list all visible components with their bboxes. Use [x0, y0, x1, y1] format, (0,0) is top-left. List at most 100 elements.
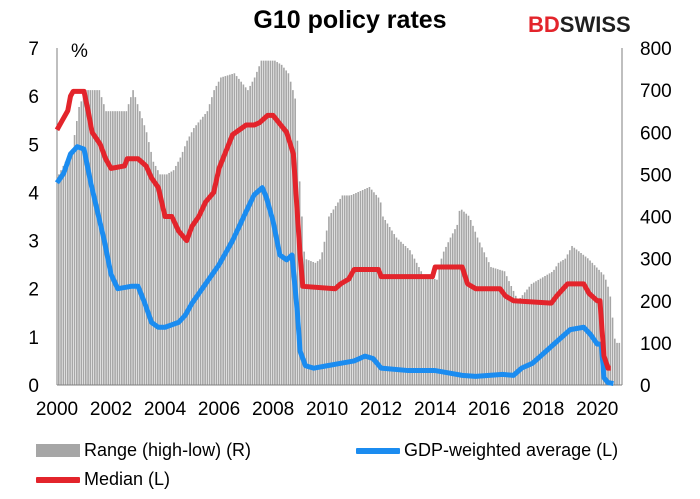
- range-bar: [67, 157, 69, 385]
- range-bar: [409, 250, 411, 385]
- range-bar: [332, 209, 335, 385]
- right-tick-label: 200: [640, 292, 672, 313]
- range-bar: [256, 71, 258, 386]
- range-bar: [433, 278, 436, 385]
- range-bar: [490, 267, 492, 385]
- range-bar: [508, 281, 510, 385]
- range-bar: [170, 171, 173, 385]
- range-bar: [242, 84, 245, 385]
- range-bar: [611, 317, 614, 385]
- range-bar: [517, 300, 519, 385]
- range-bar: [118, 111, 121, 385]
- range-bar: [442, 251, 445, 385]
- range-bar: [339, 198, 341, 385]
- range-bar: [87, 90, 89, 386]
- range-bar: [465, 213, 468, 385]
- range-bar: [553, 269, 555, 385]
- right-tick-label: 600: [640, 123, 672, 144]
- range-bar: [177, 161, 179, 385]
- range-bar: [388, 227, 391, 385]
- range-bar: [559, 261, 562, 385]
- range-bar: [532, 282, 535, 385]
- range-bar: [478, 242, 481, 385]
- x-tick-label: 2004: [144, 399, 187, 420]
- range-bar: [571, 245, 573, 385]
- range-bar: [557, 262, 560, 385]
- range-bar: [251, 81, 254, 385]
- range-bar: [141, 118, 143, 386]
- range-bar: [249, 85, 251, 385]
- range-bar: [411, 254, 414, 385]
- range-bar: [269, 60, 272, 385]
- range-bar: [172, 170, 175, 385]
- range-bar: [179, 157, 182, 385]
- range-bar: [598, 269, 600, 385]
- range-bar: [222, 76, 224, 385]
- range-bar: [337, 202, 339, 385]
- range-bar: [359, 191, 362, 385]
- range-bar: [114, 111, 116, 385]
- range-bar: [319, 259, 321, 385]
- range-bar: [303, 251, 305, 385]
- range-bar: [89, 90, 92, 386]
- range-bar: [422, 275, 425, 385]
- range-bar: [604, 279, 607, 385]
- range-bar: [253, 77, 256, 386]
- range-bar: [613, 338, 616, 385]
- range-bar: [150, 151, 152, 385]
- range-bar: [247, 90, 249, 386]
- range-bar: [325, 230, 328, 385]
- x-tick-label: 2014: [414, 399, 457, 420]
- left-tick-label: 2: [28, 280, 39, 301]
- range-bar: [94, 90, 96, 386]
- range-bar: [384, 220, 387, 385]
- range-bar: [134, 97, 137, 386]
- range-bar: [73, 135, 76, 385]
- x-tick-label: 2000: [36, 399, 78, 420]
- range-bar: [577, 251, 580, 385]
- range-bar: [312, 261, 314, 385]
- range-bar: [217, 81, 220, 385]
- range-bar: [427, 276, 429, 385]
- range-bar: [233, 73, 236, 385]
- range-bar: [472, 225, 474, 385]
- range-bar: [467, 215, 470, 385]
- range-bar: [82, 95, 85, 386]
- range-bar: [562, 260, 564, 385]
- left-tick-label: 0: [28, 376, 39, 397]
- range-bar: [136, 104, 139, 386]
- range-bar: [159, 174, 161, 385]
- range-bar: [575, 249, 578, 385]
- range-bar: [458, 210, 461, 385]
- median-line: [54, 88, 611, 371]
- range-bar: [510, 286, 513, 385]
- range-bar: [348, 195, 350, 385]
- range-bar: [420, 271, 423, 385]
- range-bar: [145, 132, 148, 385]
- range-bar: [379, 202, 382, 385]
- range-bar: [530, 283, 533, 385]
- range-bar: [283, 67, 285, 385]
- range-bar: [364, 189, 366, 385]
- range-bar: [449, 237, 452, 385]
- range-bar: [573, 247, 576, 385]
- range-bar: [96, 90, 98, 386]
- range-bar: [355, 193, 357, 385]
- range-bar: [154, 165, 157, 385]
- range-bar: [132, 90, 134, 385]
- range-bar: [278, 63, 281, 385]
- range-bar: [226, 75, 229, 385]
- range-bar: [224, 76, 227, 385]
- range-bar: [98, 90, 101, 386]
- range-bar: [447, 242, 450, 385]
- range-bar: [535, 281, 537, 385]
- range-bar: [370, 189, 373, 385]
- range-bar: [418, 267, 420, 385]
- range-bar: [514, 295, 517, 385]
- range-bar: [487, 262, 490, 385]
- right-tick-label: 300: [640, 250, 672, 271]
- range-bar: [112, 111, 114, 385]
- right-tick-label: 400: [640, 208, 672, 229]
- range-bar: [199, 119, 202, 386]
